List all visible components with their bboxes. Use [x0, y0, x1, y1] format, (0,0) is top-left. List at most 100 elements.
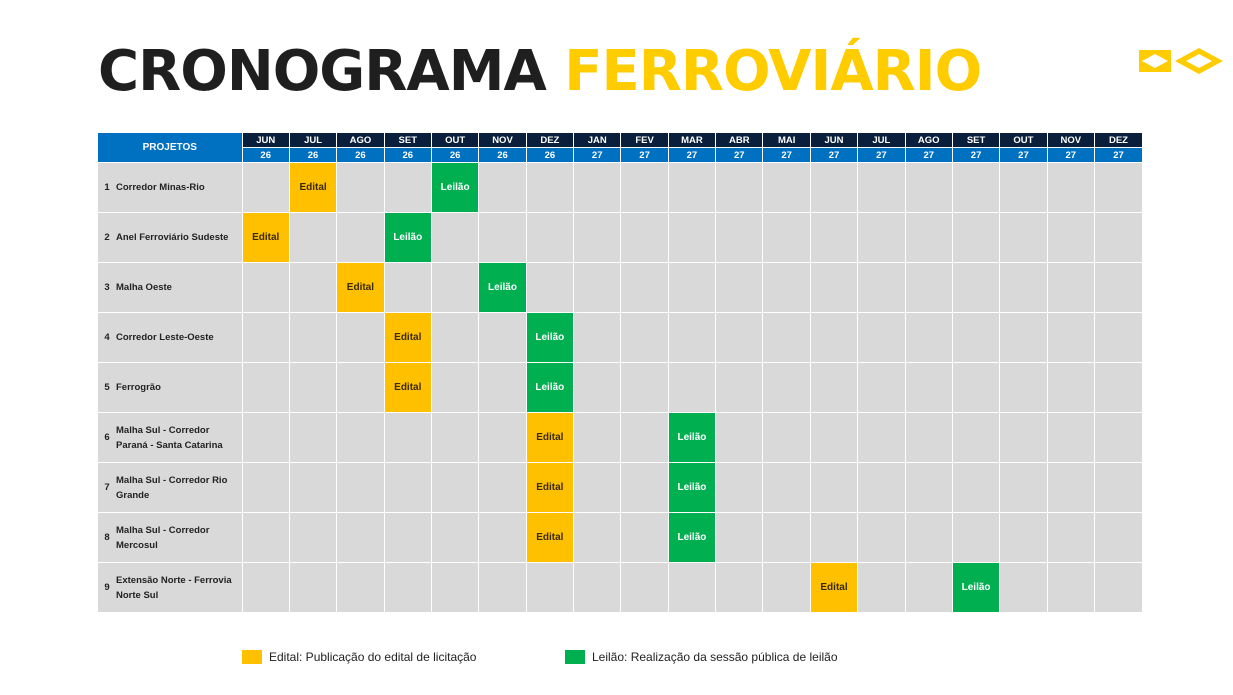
year-header: 26: [383, 147, 432, 163]
leilao-cell: Leilão: [667, 412, 716, 463]
empty-cell: [241, 562, 290, 612]
empty-cell: [241, 512, 290, 563]
empty-cell: [857, 562, 906, 612]
empty-cell: [951, 312, 1000, 363]
empty-cell: [1093, 162, 1142, 213]
project-row: 9 Extensão Norte - Ferrovia Norte Sul Edit…: [98, 562, 1142, 612]
legend-edital-swatch: [242, 650, 262, 664]
empty-cell: [999, 562, 1048, 612]
leilao-cell: Leilão: [525, 362, 574, 413]
leilao-cell: Leilão: [478, 262, 527, 313]
empty-cell: [336, 562, 385, 612]
empty-cell: [951, 212, 1000, 263]
month-header: SET: [951, 133, 1000, 148]
empty-cell: [620, 362, 669, 413]
month-header: DEZ: [525, 133, 574, 148]
month-header: JUN: [241, 133, 290, 148]
empty-cell: [857, 212, 906, 263]
project-row: 3 Malha Oeste Edital Leilão: [98, 262, 1142, 313]
empty-cell: [288, 412, 337, 463]
project-name: Malha Sul - Corredor Mercosul: [116, 512, 243, 563]
empty-cell: [430, 212, 479, 263]
empty-cell: [241, 462, 290, 513]
empty-cell: [573, 212, 621, 263]
empty-cell: [478, 362, 527, 413]
project-name: Ferrogrão: [116, 362, 243, 413]
page-title: CRONOGRAMA FERROVIÁRIO: [98, 44, 982, 100]
empty-cell: [667, 262, 716, 313]
empty-cell: [573, 512, 621, 563]
schedule-table: PROJETOS JUN JUL AGO SET OUT NOV DEZ JAN FEV MAR A…: [98, 133, 1142, 612]
project-name: Malha Oeste: [116, 262, 243, 313]
project-row: 2 Anel Ferroviário Sudeste Edital Leilão: [98, 212, 1142, 263]
year-header: 27: [1046, 147, 1095, 163]
project-row: 5 Ferrogrão Edital Leilão: [98, 362, 1142, 413]
empty-cell: [904, 212, 953, 263]
legend-edital-text: Edital: Publicação do edital de licitaçã…: [269, 650, 477, 664]
year-header: 27: [904, 147, 953, 163]
empty-cell: [762, 162, 811, 213]
empty-cell: [1046, 312, 1095, 363]
empty-cell: [999, 262, 1048, 313]
year-header: 26: [430, 147, 479, 163]
empty-cell: [336, 312, 385, 363]
empty-cell: [715, 462, 763, 513]
empty-cell: [383, 162, 432, 213]
empty-cell: [1093, 262, 1142, 313]
empty-cell: [857, 412, 906, 463]
empty-cell: [573, 312, 621, 363]
empty-cell: [999, 512, 1048, 563]
empty-cell: [951, 262, 1000, 313]
empty-cell: [1046, 212, 1095, 263]
empty-cell: [999, 312, 1048, 363]
empty-cell: [762, 462, 811, 513]
empty-cell: [288, 562, 337, 612]
empty-cell: [430, 462, 479, 513]
empty-cell: [1093, 462, 1142, 513]
empty-cell: [715, 562, 763, 612]
empty-cell: [573, 162, 621, 213]
empty-cell: [478, 462, 527, 513]
empty-cell: [762, 362, 811, 413]
empty-cell: [430, 262, 479, 313]
empty-cell: [904, 312, 953, 363]
empty-cell: [525, 562, 574, 612]
empty-cell: [809, 312, 858, 363]
leilao-cell: Leilão: [525, 312, 574, 363]
month-header: DEZ: [1093, 133, 1142, 148]
empty-cell: [762, 312, 811, 363]
empty-cell: [620, 312, 669, 363]
empty-cell: [573, 412, 621, 463]
edital-cell: Edital: [383, 362, 432, 413]
empty-cell: [1093, 212, 1142, 263]
empty-cell: [478, 312, 527, 363]
empty-cell: [667, 162, 716, 213]
empty-cell: [809, 262, 858, 313]
empty-cell: [1093, 512, 1142, 563]
empty-cell: [288, 512, 337, 563]
project-number: 9: [98, 562, 116, 612]
empty-cell: [1046, 462, 1095, 513]
empty-cell: [430, 512, 479, 563]
empty-cell: [383, 412, 432, 463]
project-number: 2: [98, 212, 116, 263]
project-number: 8: [98, 512, 116, 563]
project-number: 3: [98, 262, 116, 313]
year-header: 26: [288, 147, 337, 163]
empty-cell: [288, 212, 337, 263]
empty-cell: [430, 412, 479, 463]
project-row: 6 Malha Sul - Corredor Paraná - Santa Cat…: [98, 412, 1142, 463]
month-header: SET: [383, 133, 432, 148]
empty-cell: [288, 262, 337, 313]
legend-leilao-text: Leilão: Realização da sessão pública de …: [592, 650, 838, 664]
year-header: 26: [241, 147, 290, 163]
empty-cell: [951, 362, 1000, 413]
empty-cell: [809, 412, 858, 463]
empty-cell: [620, 262, 669, 313]
empty-cell: [478, 212, 527, 263]
empty-cell: [715, 362, 763, 413]
empty-cell: [241, 162, 290, 213]
month-header: JUN: [809, 133, 858, 148]
empty-cell: [715, 512, 763, 563]
empty-cell: [857, 312, 906, 363]
